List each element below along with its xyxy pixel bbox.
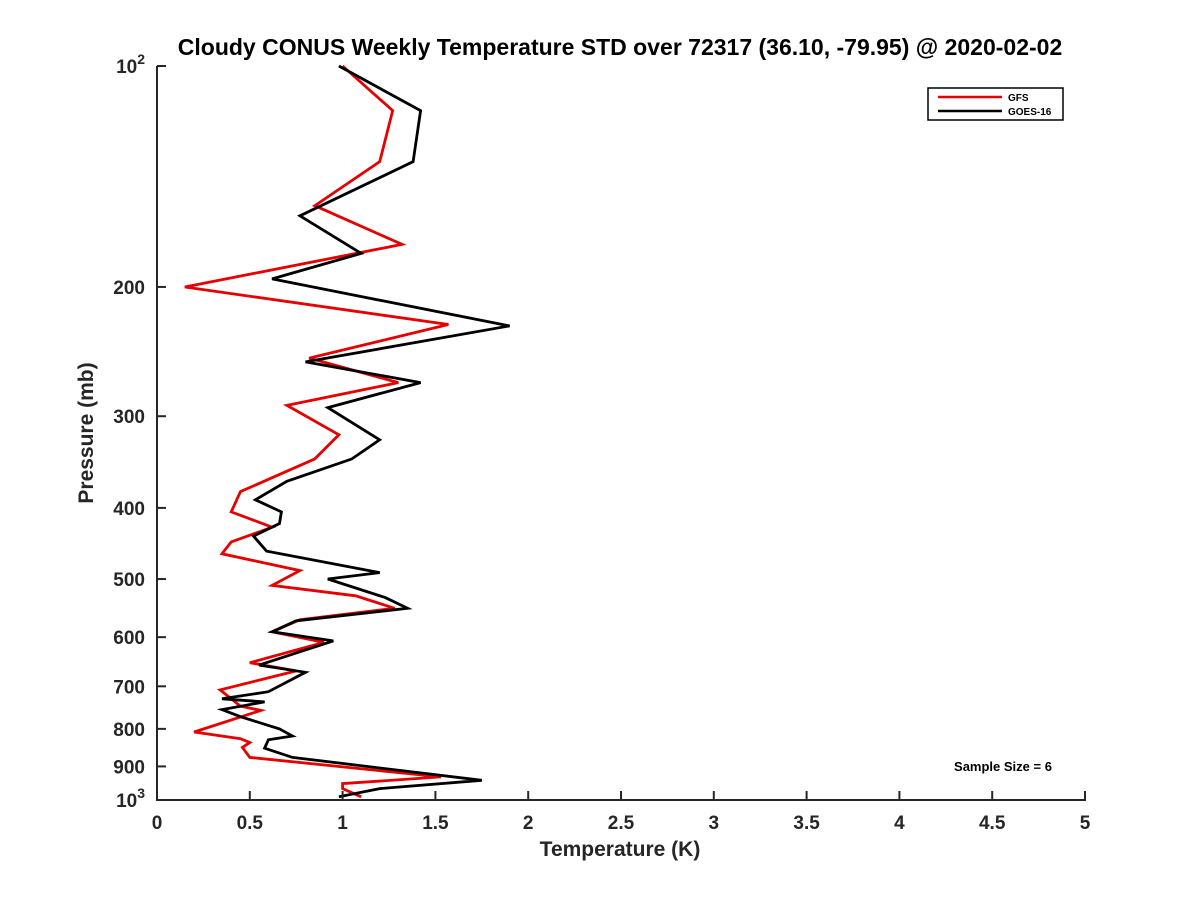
x-axis-label: Temperature (K) (540, 838, 701, 861)
plot-area (184, 64, 510, 799)
x-tick-label: 4.5 (979, 813, 1006, 834)
y-tick-label: 400 (113, 499, 145, 520)
y-axis-label: Pressure (mb) (75, 362, 98, 503)
y-tick-label: 600 (113, 628, 145, 649)
legend-label-goes-16: GOES-16 (1008, 107, 1052, 118)
legend-label-gfs: GFS (1008, 93, 1029, 104)
y-tick-label: 500 (113, 570, 145, 591)
y-tick-label: 300 (113, 407, 145, 428)
x-tick-label: 3.5 (793, 813, 820, 834)
legend-box (927, 87, 1064, 121)
axes: 0 0.5 1 1.5 2 2.5 3 3.5 4 4.5 5 102 200 300 400 500 600 7… (113, 51, 1090, 834)
y-tick-label: 102 (116, 51, 145, 78)
y-tick-label: 900 (113, 757, 145, 778)
y-tick-label: 700 (113, 677, 145, 698)
series-line-gfs (184, 64, 449, 799)
x-tick-label: 2 (523, 813, 534, 834)
y-tick-label: 800 (113, 720, 145, 741)
sample-size-annotation: Sample Size = 6 (954, 759, 1052, 774)
x-tick-label: 0 (152, 813, 163, 834)
x-tick-label: 4 (894, 813, 905, 834)
chart-title: Cloudy CONUS Weekly Temperature STD over… (178, 34, 1062, 60)
x-tick-label: 1.5 (422, 813, 449, 834)
series-line-goes-16 (216, 64, 510, 799)
x-tick-label: 5 (1080, 813, 1091, 834)
x-tick-label: 2.5 (608, 813, 635, 834)
legend: GFS GOES-16 (927, 87, 1064, 121)
x-tick-label: 1 (337, 813, 348, 834)
y-tick-label: 200 (113, 278, 145, 299)
y-tick-label: 103 (116, 785, 145, 812)
x-tick-label: 0.5 (237, 813, 264, 834)
x-tick-label: 3 (709, 813, 720, 834)
